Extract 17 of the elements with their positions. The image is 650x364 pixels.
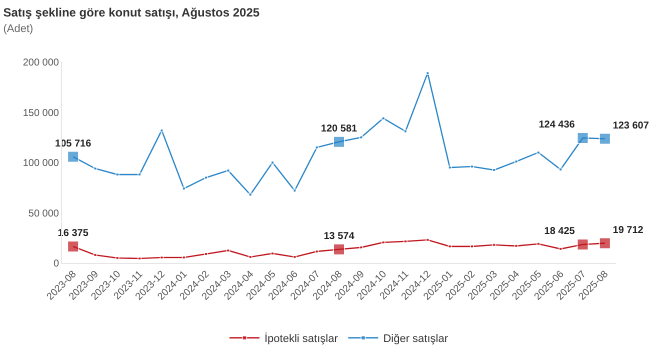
data-label: 120 581 — [320, 123, 358, 134]
point — [514, 159, 518, 164]
data-label: 18 425 — [544, 226, 576, 238]
y-tick-label: 0 — [53, 258, 60, 270]
chart-title: Satış şekline göre konut satışı, Ağustos 2025 — [3, 5, 260, 20]
y-tick-label: 150 000 — [22, 108, 60, 119]
data-label: 19 712 — [612, 224, 644, 236]
y-tick-label: 200 000 — [22, 58, 60, 68]
data-label: 124 436 — [538, 120, 576, 131]
y-tick-label: 100 000 — [22, 158, 60, 169]
point — [204, 176, 208, 180]
data-label: 123 607 — [612, 120, 650, 132]
y-tick-label: 50 000 — [28, 208, 60, 220]
chart-subtitle: (Adet) — [3, 22, 34, 35]
legend-label: Diğer satışlar — [383, 333, 448, 346]
data-label: 13 574 — [324, 230, 355, 242]
legend-label: İpotekli satışlar — [264, 332, 338, 346]
